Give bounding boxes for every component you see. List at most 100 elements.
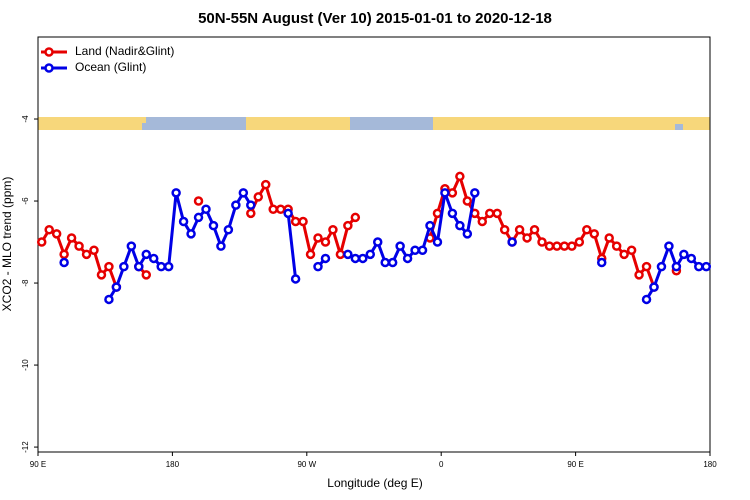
land-strip xyxy=(433,117,710,130)
data-point xyxy=(313,233,323,243)
land-strip xyxy=(38,117,142,130)
data-point xyxy=(641,294,652,305)
data-point xyxy=(66,233,77,243)
data-point xyxy=(402,253,413,264)
data-point xyxy=(455,220,465,231)
data-point xyxy=(492,208,502,219)
y-tick-label: -4 xyxy=(21,115,30,123)
data-point xyxy=(193,212,204,223)
data-point xyxy=(305,249,316,260)
ocean-strip xyxy=(675,124,683,130)
data-point xyxy=(74,241,84,251)
data-point xyxy=(283,208,293,219)
data-point xyxy=(44,224,54,235)
data-point xyxy=(320,237,331,247)
data-point xyxy=(365,249,376,260)
data-point xyxy=(223,224,234,235)
legend-label: Ocean (Glint) xyxy=(75,60,146,74)
data-point xyxy=(552,241,562,251)
x-axis-label: Longitude (deg E) xyxy=(327,476,422,490)
data-point xyxy=(290,274,301,284)
y-axis-label: XCO2 - MLO trend (ppm) xyxy=(0,177,14,312)
y-tick-label: -10 xyxy=(21,359,30,371)
data-point xyxy=(119,261,129,272)
x-tick-label: 90 W xyxy=(297,460,316,469)
data-point xyxy=(290,216,301,227)
data-point xyxy=(89,245,99,255)
data-point xyxy=(104,294,114,305)
data-point xyxy=(201,204,211,214)
y-tick-label: -8 xyxy=(21,279,30,287)
data-point xyxy=(544,241,555,251)
x-tick-label: 90 E xyxy=(30,460,46,469)
data-point xyxy=(410,245,420,255)
data-point xyxy=(432,237,443,247)
data-point xyxy=(156,261,166,272)
data-point xyxy=(387,257,398,268)
data-point xyxy=(328,224,338,235)
y-tick-label: -6 xyxy=(21,197,30,205)
data-point xyxy=(559,241,570,251)
data-point xyxy=(484,208,495,219)
data-point xyxy=(238,188,249,198)
data-point xyxy=(462,196,473,206)
data-point xyxy=(208,220,219,231)
data-point xyxy=(462,229,473,239)
x-tick-label: 180 xyxy=(703,460,717,469)
land-strip xyxy=(136,117,146,123)
data-point xyxy=(425,220,435,231)
data-point xyxy=(59,257,69,268)
data-point xyxy=(59,249,69,260)
data-point xyxy=(268,204,278,214)
data-point xyxy=(141,270,152,280)
data-point xyxy=(671,261,682,272)
data-point xyxy=(313,261,323,272)
data-point xyxy=(664,241,674,251)
data-point xyxy=(596,257,607,268)
data-point xyxy=(253,192,264,202)
data-point xyxy=(298,216,308,227)
legend-marker xyxy=(44,63,54,73)
data-point xyxy=(186,229,196,239)
series-line xyxy=(107,191,707,301)
data-point xyxy=(260,179,271,190)
data-point xyxy=(275,204,286,214)
data-point xyxy=(582,224,592,235)
data-point xyxy=(656,261,667,272)
data-point xyxy=(679,249,689,260)
data-point xyxy=(440,188,450,198)
map-strip xyxy=(38,117,710,130)
data-point xyxy=(432,208,443,219)
data-point xyxy=(216,241,226,251)
y-tick-label: -12 xyxy=(21,441,30,453)
data-point xyxy=(626,245,637,255)
data-point xyxy=(358,253,368,264)
data-point xyxy=(589,229,600,239)
data-point xyxy=(514,224,525,235)
data-point xyxy=(567,241,577,251)
data-point xyxy=(350,253,361,264)
data-point xyxy=(111,282,122,292)
data-point xyxy=(350,212,361,223)
data-point xyxy=(96,270,107,280)
data-point xyxy=(649,282,659,292)
data-point xyxy=(246,200,256,210)
data-point xyxy=(171,188,181,198)
data-point xyxy=(619,249,629,260)
data-point xyxy=(178,216,189,227)
data-point xyxy=(193,196,204,206)
data-point xyxy=(694,261,704,272)
data-point xyxy=(447,188,458,198)
x-tick-label: 0 xyxy=(439,460,444,469)
data-point xyxy=(141,249,152,260)
data-point xyxy=(634,270,644,280)
data-point xyxy=(372,237,383,247)
data-point xyxy=(231,200,241,210)
data-point xyxy=(529,224,540,235)
data-point xyxy=(686,253,697,264)
data-point xyxy=(470,188,480,198)
data-point xyxy=(320,253,331,264)
x-tick-label: 180 xyxy=(166,460,180,469)
data-point xyxy=(641,261,652,272)
